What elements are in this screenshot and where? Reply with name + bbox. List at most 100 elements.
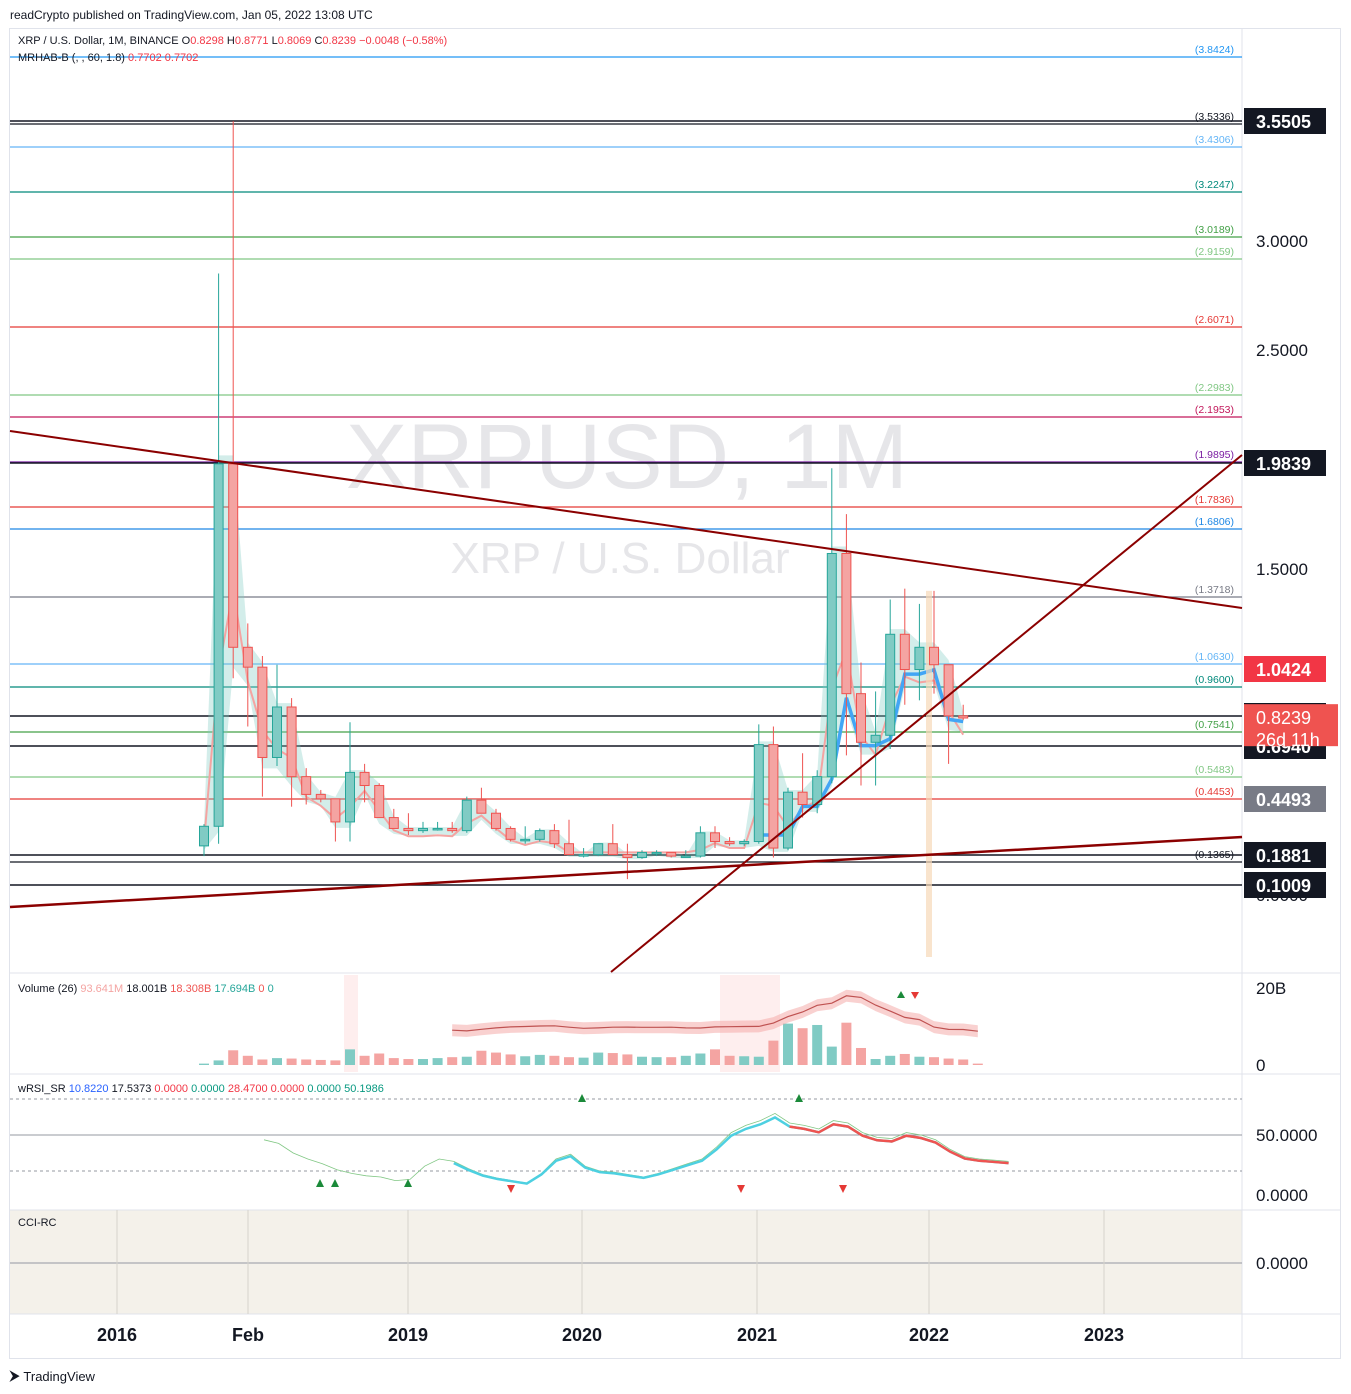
wrsi-tick-label: 0.0000 [1256,1186,1308,1205]
wrsi-v1: 10.8220 [68,1083,109,1095]
candle-body [461,799,472,832]
volume-bar [505,1054,516,1065]
rsi-up-arrow-icon [404,1179,412,1187]
time-axis-label: 2016 [97,1325,137,1345]
volume-bar [491,1052,501,1065]
candle-body [666,851,677,857]
fib-level-label: (1.0630) [1195,651,1234,663]
volume-bar [666,1057,677,1065]
volume-bar [286,1058,297,1065]
candle-body [929,646,939,666]
fib-level-label: (2.2983) [1195,382,1234,394]
volume-bar [593,1052,604,1065]
volume-bar [520,1056,531,1065]
candle-body [841,552,852,695]
wrsi-v6: 0.0000 [270,1083,305,1095]
fib-level-label: (3.5336) [1195,111,1234,123]
time-axis-label: 2021 [737,1325,777,1345]
fib-level-label: (3.0189) [1195,224,1234,236]
indicator-value-2: 0.7702 [164,52,199,64]
candle-body [476,799,487,814]
candle-body [359,771,370,787]
candle-body [578,854,589,857]
volume-tick-label: 0 [1256,1056,1265,1075]
volume-bar [534,1054,545,1065]
volume-bar [695,1053,706,1065]
volume-bar [447,1057,458,1065]
volume-bar [929,1057,939,1065]
volume-bar [418,1059,428,1065]
cci-legend[interactable]: CCI-RC [18,1217,57,1229]
time-axis: 2016 Feb 2019 2020 2021 2022 2023 [97,1210,1124,1345]
descending-trendline [9,430,1243,609]
candle-body [783,791,793,849]
price-label-box [1244,872,1326,898]
volume-bar [199,1063,209,1065]
volume-bar [914,1056,925,1065]
candle-body [432,827,443,831]
candle-body [330,798,341,823]
candle-body [447,827,458,832]
volume-ma-band [452,989,978,1038]
volume-bar [388,1058,399,1065]
rsi-up-arrow-icon [331,1179,339,1187]
volume-pane: 20B 0 [199,975,1286,1075]
ohlc-high: 0.8771 [234,35,269,47]
volume-bar [680,1055,691,1065]
candle-body [301,776,312,795]
volume-bar [242,1055,253,1065]
volume-bar [651,1057,662,1065]
volume-bar [301,1059,312,1065]
volume-bar [359,1055,370,1065]
price-label-box [1244,108,1326,134]
rsi-thin-line [263,1112,1009,1184]
candle-body [885,633,896,736]
volume-v4: 17.694B [214,983,256,995]
volume-bar [943,1058,954,1065]
rsi-signal-line-red [789,1123,1009,1165]
time-axis-label: Feb [232,1325,264,1345]
fib-level-label: (1.9895) [1195,449,1234,461]
candle-body [739,841,750,845]
price-label-box [1244,842,1326,868]
candle-body [826,552,837,778]
publish-header: readCrypto published on TradingView.com,… [10,8,373,22]
price-label-box [1244,450,1326,476]
candle-body [491,812,501,829]
volume-bar [710,1049,720,1065]
volume-bar [972,1063,983,1065]
wrsi-v4: 0.0000 [191,1083,225,1095]
volume-bar [812,1024,823,1065]
volume-bar [607,1053,618,1065]
wrsi-legend[interactable]: wRSI_SR 10.8220 17.5373 0.0000 0.0000 28… [18,1083,384,1095]
tradingview-footer[interactable]: ⮞ TradingView [10,1368,95,1384]
wrsi-v8: 50.1986 [344,1083,384,1095]
trendlines[interactable] [9,430,1243,973]
candle-body [768,744,779,849]
candle-body [388,817,399,829]
ascending-trendline [610,454,1243,973]
fib-levels: (3.8424) (3.5336) (3.4306) (3.2247) (3.0189)… [10,44,1242,886]
wrsi-tick-label: 50.0000 [1256,1126,1317,1145]
projection-band [926,590,932,957]
fib-level-label: (2.6071) [1195,314,1234,326]
volume-v5: 0 [258,983,265,995]
volume-legend[interactable]: Volume (26) 93.641M 18.001B 18.308B 17.6… [18,983,274,995]
volume-bar [739,1056,750,1065]
chart-frame [9,28,1341,1359]
symbol-legend[interactable]: XRP / U.S. Dollar, 1M, BINANCE O0.8298 H… [18,35,447,47]
candle-body [242,646,253,668]
price-label-text: 3.5505 [1256,112,1311,132]
candle-body [812,776,823,806]
ohlc-low: 0.8069 [277,35,312,47]
candle-body [724,841,735,845]
volume-bar [476,1050,487,1065]
time-axis-label: 2019 [388,1325,428,1345]
cci-tick-label: 0.0000 [1256,1254,1308,1273]
indicator-legend[interactable]: MRHAB-B (, , 60, 1.8) 0.7702 0.7702 [18,52,198,64]
ohlc-h-label: H [226,35,235,47]
price-tick-label: 2.5000 [1256,341,1308,360]
volume-v1: 93.641M [80,983,124,995]
current-price-box [1244,704,1338,747]
